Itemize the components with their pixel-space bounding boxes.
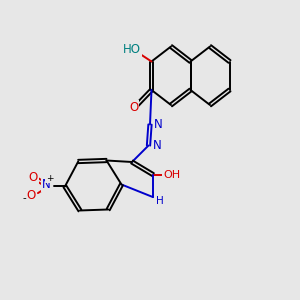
Text: O: O: [29, 171, 38, 184]
Text: -: -: [22, 194, 26, 203]
Text: O: O: [27, 189, 36, 202]
Text: +: +: [46, 174, 54, 183]
Text: H: H: [156, 196, 164, 206]
Text: HO: HO: [123, 43, 141, 56]
Text: N: N: [154, 118, 163, 131]
Text: N: N: [152, 139, 161, 152]
Text: OH: OH: [163, 169, 180, 180]
Text: N: N: [42, 178, 50, 191]
Text: O: O: [129, 101, 138, 114]
